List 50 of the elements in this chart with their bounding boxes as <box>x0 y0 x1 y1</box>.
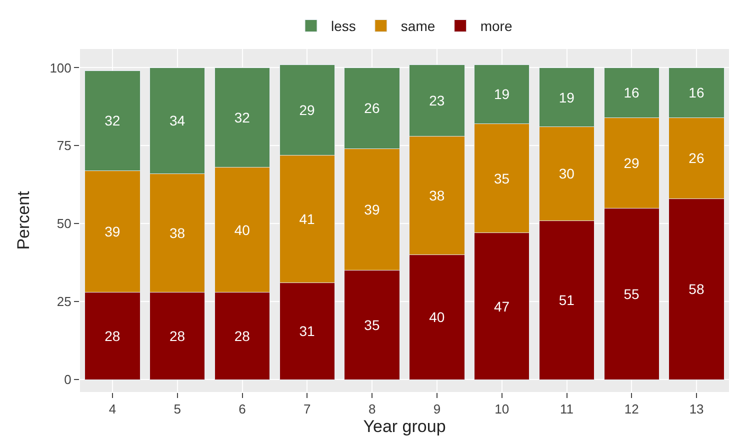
data-label: 19 <box>558 89 575 106</box>
x-tick-label: 10 <box>494 402 510 417</box>
y-tick-label: 0 <box>64 372 72 388</box>
data-label: 19 <box>494 86 510 102</box>
data-label: 29 <box>624 154 640 171</box>
data-label: 26 <box>364 100 380 116</box>
x-axis-title: Year group <box>363 417 446 436</box>
data-label: 41 <box>299 210 316 227</box>
data-label: 35 <box>494 170 510 186</box>
data-label: 16 <box>624 84 640 101</box>
data-label: 58 <box>688 281 704 298</box>
x-tick-label: 13 <box>689 402 704 417</box>
data-label: 32 <box>234 110 250 126</box>
data-label: 35 <box>364 316 380 333</box>
x-tick-label: 4 <box>108 402 116 417</box>
y-tick-label: 75 <box>56 138 72 154</box>
data-label: 51 <box>558 292 575 308</box>
data-label: 29 <box>299 102 316 118</box>
legend-label: more <box>480 18 512 34</box>
y-tick-label: 50 <box>56 216 72 232</box>
x-tick-label: 9 <box>433 402 441 417</box>
data-label: 39 <box>104 223 120 240</box>
data-label: 28 <box>169 328 186 344</box>
x-tick-label: 7 <box>304 402 311 417</box>
x-tick-label: 8 <box>368 402 376 417</box>
y-tick-label: 25 <box>56 294 72 310</box>
data-label: 30 <box>558 166 575 182</box>
legend-label: same <box>400 18 436 34</box>
data-label: 38 <box>169 224 186 241</box>
data-label: 47 <box>494 298 510 314</box>
data-label: 39 <box>364 202 380 218</box>
x-tick-label: 6 <box>238 402 246 417</box>
data-label: 40 <box>429 309 445 326</box>
y-axis-title: Percent <box>14 190 34 250</box>
x-tick-label: 11 <box>560 402 574 417</box>
legend-label: less <box>331 18 356 34</box>
y-tick-label: 100 <box>50 60 72 76</box>
x-tick-label: 5 <box>174 402 181 417</box>
data-label: 34 <box>169 112 186 129</box>
data-label: 28 <box>234 328 250 344</box>
data-label: 32 <box>104 112 120 129</box>
x-tick-label: 12 <box>624 402 639 417</box>
data-label: 55 <box>624 286 640 302</box>
data-label: 38 <box>429 188 445 204</box>
data-label: 26 <box>688 150 704 166</box>
data-label: 28 <box>104 328 120 344</box>
data-label: 16 <box>688 84 704 101</box>
data-label: 23 <box>429 92 445 108</box>
data-label: 40 <box>234 222 250 238</box>
data-label: 31 <box>299 323 316 340</box>
